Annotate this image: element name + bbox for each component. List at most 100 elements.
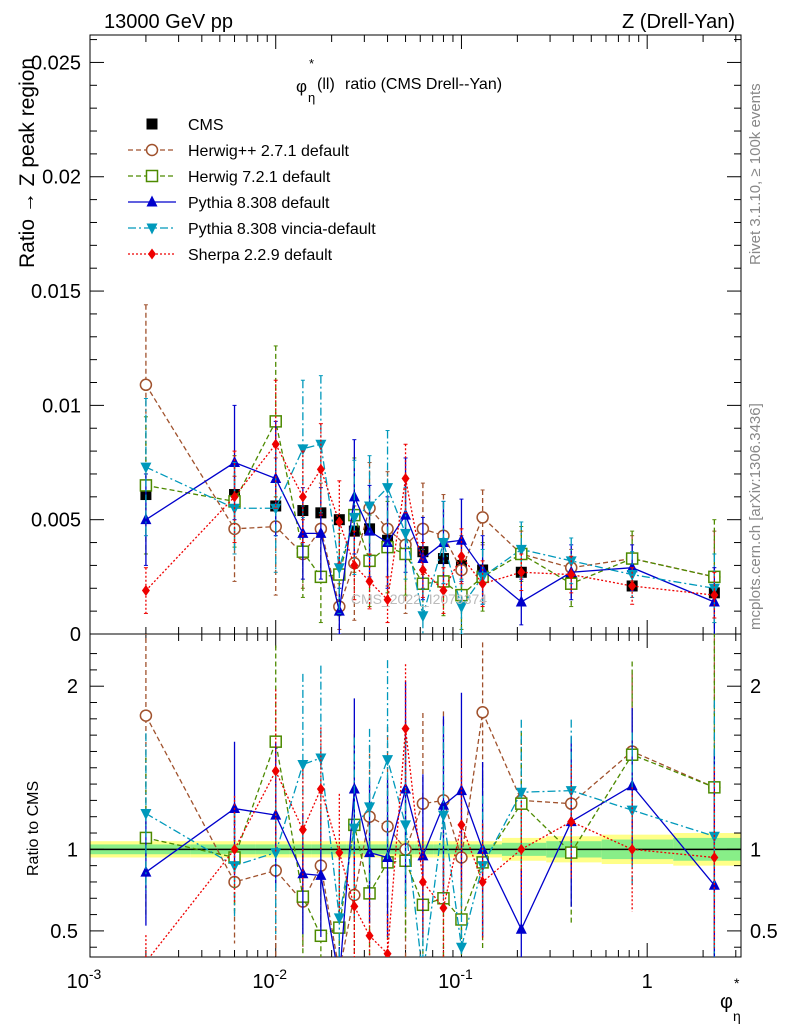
ratio-data-point xyxy=(315,753,327,765)
y-tick-label: 0.01 xyxy=(42,395,81,417)
ratio-data-point xyxy=(334,973,345,984)
data-point xyxy=(229,503,241,515)
series-5 xyxy=(141,379,719,624)
svg-text:*: * xyxy=(309,56,314,71)
data-point xyxy=(333,563,345,575)
ratio-data-point xyxy=(297,867,309,879)
ratio-data-point xyxy=(229,861,241,873)
data-point xyxy=(139,378,153,392)
axes-frames xyxy=(89,34,742,958)
ratio-data-point xyxy=(140,865,152,877)
ratio-data-point xyxy=(270,848,282,860)
data-point xyxy=(628,580,637,592)
ratio-data-point xyxy=(400,820,412,832)
legend-entry: Herwig 7.2.1 default xyxy=(128,169,331,186)
ratio-data-point xyxy=(229,802,241,814)
data-point xyxy=(417,611,429,623)
ratio-data-point xyxy=(348,823,360,835)
ratio-data-point xyxy=(298,824,307,836)
ratio-series-4 xyxy=(145,664,719,957)
data-point xyxy=(417,552,429,564)
data-point xyxy=(141,585,150,597)
x-axis-label: φ * η xyxy=(720,975,741,1024)
svg-text:φ: φ xyxy=(296,77,307,96)
legend-entry: Herwig++ 2.7.1 default xyxy=(128,143,350,160)
ratio-data-point xyxy=(710,851,719,863)
ratio-data-point xyxy=(437,798,449,810)
data-point xyxy=(437,538,449,550)
ratio-y-tick-label-right: 1 xyxy=(750,839,761,861)
data-point xyxy=(710,589,719,601)
ratio-data-point xyxy=(565,786,577,798)
data-point xyxy=(140,513,152,525)
ratio-data-point xyxy=(515,787,527,799)
ratio-data-point xyxy=(335,847,344,859)
ratio-data-point xyxy=(139,709,153,722)
ratio-data-point xyxy=(334,966,345,977)
x-tick-label: 10-3 xyxy=(67,966,102,993)
ratio-y-tick-label: 0.5 xyxy=(50,921,78,943)
ratio-data-point xyxy=(476,706,489,719)
ratio-data-point xyxy=(628,843,637,855)
x-tick-label: 1 xyxy=(642,971,653,993)
svg-text:*: * xyxy=(734,975,740,991)
ratio-panel-frame xyxy=(89,633,742,958)
ratio-series-line xyxy=(145,739,715,937)
ratio-data-point xyxy=(333,913,345,925)
ratio-data-point xyxy=(418,876,427,888)
data-point xyxy=(297,444,309,456)
data-point xyxy=(140,462,152,474)
legend-entry: CMS xyxy=(146,117,224,134)
ratio-data-point xyxy=(455,942,467,954)
ratio-series-line xyxy=(148,728,715,957)
ratio-data-point xyxy=(382,755,394,767)
data-point xyxy=(478,578,487,590)
ratio-data-point xyxy=(517,843,526,855)
legend: CMS Herwig++ 2.7.1 default Herwig 7.2.1 de… xyxy=(128,117,376,264)
legend-marker xyxy=(145,169,159,183)
plot-annotation: φ * η (ll) ratio (CMS Drell--Yan) xyxy=(296,56,502,105)
data-point xyxy=(626,561,638,573)
ratio-series-group xyxy=(139,634,721,984)
ratio-data-point xyxy=(365,930,374,942)
legend-entry: Pythia 8.308 vincia-default xyxy=(128,221,376,238)
y-tick-label: 0.025 xyxy=(31,52,81,74)
legend-marker xyxy=(146,195,158,207)
legend-marker xyxy=(146,118,158,130)
series-layer xyxy=(139,304,721,984)
data-point xyxy=(315,526,327,538)
data-point xyxy=(335,516,344,528)
y-tick-label: 0.02 xyxy=(42,167,81,189)
data-point xyxy=(626,570,638,582)
ratio-data-point xyxy=(297,760,309,772)
legend-entry: Pythia 8.308 default xyxy=(128,195,330,212)
data-point xyxy=(567,569,576,581)
ratio-y-tick-label: 2 xyxy=(67,676,78,698)
data-point xyxy=(230,491,239,503)
data-point xyxy=(457,550,466,562)
series-line xyxy=(145,461,715,612)
legend-marker xyxy=(145,143,159,157)
side-text-rivet: Rivet 3.1.10, ≥ 100k events xyxy=(747,83,764,265)
data-point xyxy=(476,511,489,524)
data-point xyxy=(455,533,467,545)
y-tick-label: 0.005 xyxy=(31,510,81,532)
data-point xyxy=(271,438,280,450)
data-point xyxy=(298,491,307,503)
data-point xyxy=(229,456,241,468)
ratio-data-point xyxy=(626,805,638,817)
legend-label: CMS xyxy=(188,117,224,134)
data-point xyxy=(383,594,392,606)
data-point xyxy=(365,575,374,587)
ratio-data-point xyxy=(315,868,327,880)
ratio-data-point xyxy=(708,831,720,843)
ratio-data-point xyxy=(350,900,359,912)
series-line xyxy=(145,443,715,616)
ratio-data-point xyxy=(316,783,325,795)
ratio-data-point xyxy=(477,861,489,873)
header-left: 13000 GeV pp xyxy=(104,11,233,33)
y-tick-label: 0 xyxy=(70,624,81,646)
header-right: Z (Drell-Yan) xyxy=(622,11,735,33)
legend-label: Pythia 8.308 vincia-default xyxy=(188,221,376,238)
